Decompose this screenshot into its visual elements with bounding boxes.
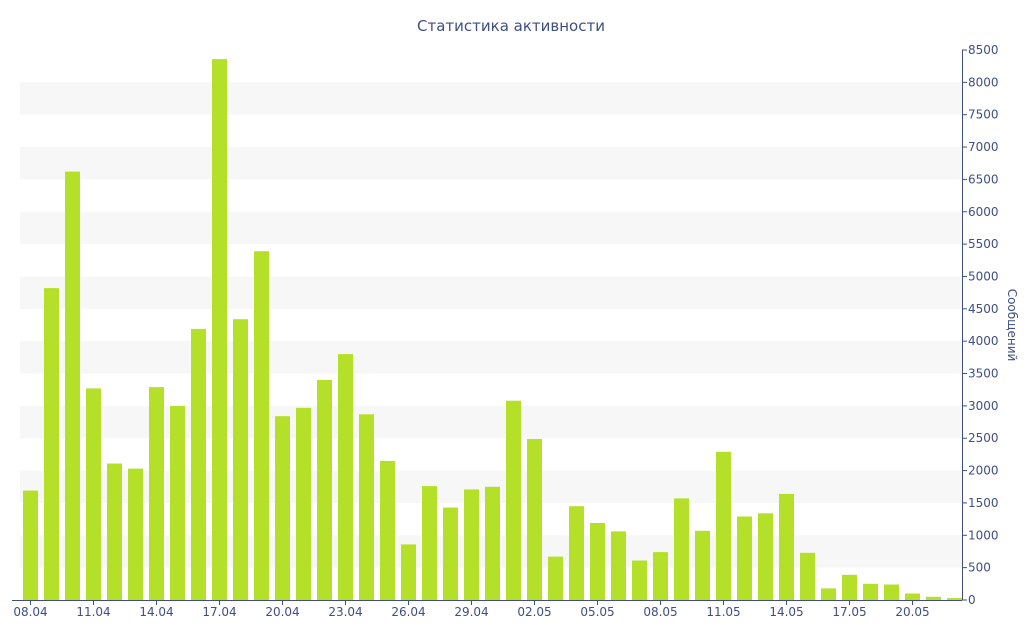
bar-10.04 <box>65 171 80 600</box>
bar-01.05 <box>506 400 521 600</box>
y-tick-label: 1500 <box>968 496 999 510</box>
x-tick-label: 05.05 <box>580 605 614 619</box>
x-tick-label: 08.05 <box>643 605 677 619</box>
bar-18.04 <box>233 319 248 600</box>
y-tick-label: 8000 <box>968 75 999 89</box>
grid-bands <box>20 82 962 568</box>
bar-03.05 <box>548 556 563 600</box>
bar-12.04 <box>107 463 122 600</box>
bar-23.04 <box>338 354 353 600</box>
bar-series <box>23 59 962 601</box>
bar-13.05 <box>758 513 773 600</box>
grid-band <box>20 211 962 245</box>
x-tick-label: 26.04 <box>391 605 425 619</box>
y-tick-label: 2500 <box>968 431 999 445</box>
bar-09.04 <box>44 288 59 600</box>
bar-18.05 <box>863 583 878 600</box>
bar-20.04 <box>275 416 290 600</box>
x-tick-label: 11.05 <box>706 605 740 619</box>
y-axis-title: Сообщений <box>1005 289 1019 362</box>
bar-24.04 <box>359 414 374 600</box>
bar-21.04 <box>296 407 311 600</box>
bar-22.05 <box>947 598 962 600</box>
y-tick-label: 3000 <box>968 399 999 413</box>
y-tick-label: 7000 <box>968 140 999 154</box>
y-tick-label: 8500 <box>968 43 999 57</box>
bar-08.04 <box>23 490 38 600</box>
x-tick-label: 20.04 <box>265 605 299 619</box>
bar-29.04 <box>464 489 479 600</box>
bar-02.05 <box>527 438 542 600</box>
bar-10.05 <box>695 530 710 600</box>
bar-17.05 <box>842 574 857 600</box>
y-tick-label: 1000 <box>968 528 999 542</box>
y-axis: 0 500 1000 1500 2000 2500 3000 3500 4000 4500 5000… <box>962 43 999 607</box>
bar-12.05 <box>737 516 752 600</box>
x-tick-label: 17.04 <box>202 605 236 619</box>
y-tick-label: 500 <box>968 561 991 575</box>
bar-15.05 <box>800 552 815 600</box>
y-tick-label: 6500 <box>968 172 999 186</box>
x-tick-label: 17.05 <box>832 605 866 619</box>
bar-28.04 <box>443 507 458 600</box>
bar-16.04 <box>191 328 206 600</box>
bar-30.04 <box>485 486 500 600</box>
bar-05.05 <box>590 523 605 600</box>
bar-14.05 <box>779 493 794 600</box>
bar-07.05 <box>632 560 647 600</box>
x-tick-label: 14.04 <box>139 605 173 619</box>
bar-14.04 <box>149 387 164 600</box>
bar-19.05 <box>884 584 899 600</box>
bar-09.05 <box>674 498 689 600</box>
bar-20.05 <box>905 593 920 600</box>
y-tick-label: 5500 <box>968 237 999 251</box>
bar-11.04 <box>86 388 101 600</box>
y-tick-label: 3500 <box>968 367 999 381</box>
chart-title: Статистика активности <box>417 17 605 35</box>
bar-11.05 <box>716 451 731 600</box>
grid-band <box>20 341 962 374</box>
y-tick-label: 6000 <box>968 205 999 219</box>
grid-band <box>20 82 962 115</box>
y-tick-label: 5000 <box>968 269 999 283</box>
x-tick-label: 11.04 <box>76 605 110 619</box>
x-tick-label: 29.04 <box>454 605 488 619</box>
bar-21.05 <box>926 596 941 600</box>
bar-22.04 <box>317 380 332 600</box>
grid-band <box>20 276 962 309</box>
y-tick-label: 0 <box>968 593 976 607</box>
x-tick-label: 23.04 <box>328 605 362 619</box>
bar-17.04 <box>212 59 227 601</box>
bar-16.05 <box>821 588 836 600</box>
y-tick-label: 4500 <box>968 302 999 316</box>
grid-band <box>20 147 962 180</box>
y-tick-label: 4000 <box>968 334 999 348</box>
bar-19.04 <box>254 251 269 600</box>
bar-04.05 <box>569 506 584 600</box>
bar-13.04 <box>128 468 143 600</box>
bar-26.04 <box>401 544 416 600</box>
bar-27.04 <box>422 486 437 600</box>
y-tick-label: 7500 <box>968 108 999 122</box>
bar-08.05 <box>653 552 668 600</box>
x-tick-label: 20.05 <box>895 605 929 619</box>
x-axis: 08.04 11.04 14.04 17.04 20.04 23.04 26.04 29.04… <box>12 600 962 619</box>
bar-25.04 <box>380 460 395 600</box>
bar-15.04 <box>170 405 185 600</box>
bar-06.05 <box>611 531 626 600</box>
x-tick-label: 14.05 <box>769 605 803 619</box>
x-tick-label: 02.05 <box>517 605 551 619</box>
x-tick-label: 08.04 <box>13 605 47 619</box>
y-tick-label: 2000 <box>968 464 999 478</box>
